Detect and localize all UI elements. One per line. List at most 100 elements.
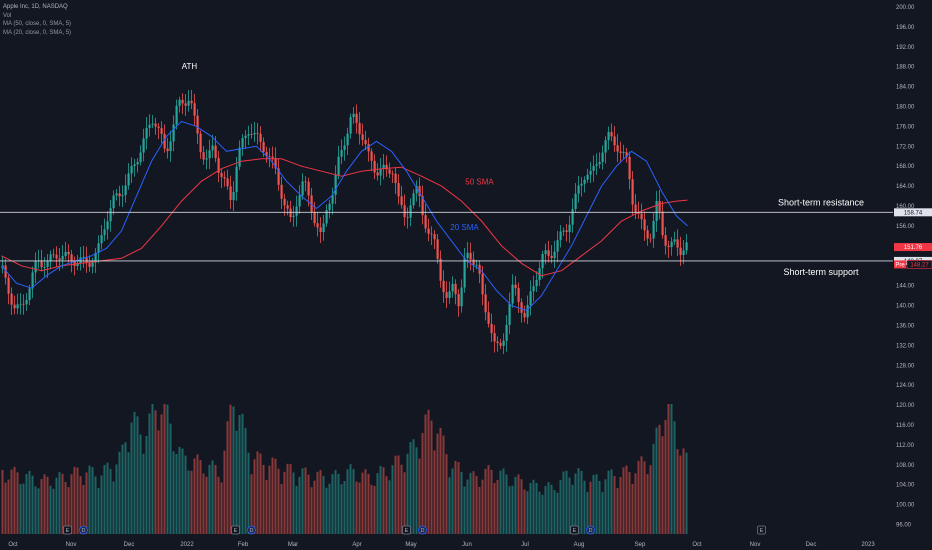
volume-bar: [316, 471, 319, 534]
volume-bar: [478, 486, 481, 534]
volume-bar: [301, 468, 304, 534]
time-tick-label: Mar: [288, 542, 298, 548]
time-tick-label: Oct: [692, 542, 702, 548]
volume-bar: [652, 443, 655, 534]
candle-body: [115, 193, 118, 196]
candle-body: [25, 300, 28, 305]
candle-body: [301, 181, 304, 196]
volume-bar: [112, 481, 115, 534]
volume-bar: [157, 430, 160, 534]
volume-bar: [193, 458, 196, 534]
candle-body: [229, 186, 232, 201]
volume-bar: [331, 474, 334, 534]
volume-bar: [388, 480, 391, 534]
event-marker-letter: D: [82, 528, 86, 534]
candle-body: [445, 292, 448, 298]
candle-body: [352, 113, 355, 118]
candle-body: [151, 123, 154, 125]
volume-bar: [151, 404, 154, 534]
candle-body: [406, 217, 409, 218]
candle-body: [664, 235, 667, 246]
candle-body: [508, 303, 511, 325]
legend-volume[interactable]: Vol: [3, 12, 12, 19]
candle-body: [385, 164, 388, 170]
volume-bar: [379, 466, 382, 534]
volume-bar: [352, 469, 355, 534]
price-tick-label: 124.00: [896, 383, 915, 389]
candle-body: [361, 134, 364, 141]
event-marker-letter: E: [66, 528, 70, 534]
pre-market-price-tag: [906, 260, 932, 269]
volume-bar: [199, 460, 202, 534]
volume-bar: [457, 462, 460, 534]
volume-bar: [505, 474, 508, 534]
volume-bar: [97, 487, 100, 534]
candle-body: [358, 122, 361, 135]
dividend-marker-icon: [418, 525, 427, 535]
volume-bar: [559, 479, 562, 534]
volume-bar: [250, 474, 253, 534]
volume-bar: [445, 454, 448, 534]
candle-body: [460, 287, 463, 307]
candle-body: [241, 138, 244, 148]
volume-bar: [598, 480, 601, 534]
candle-body: [136, 161, 139, 165]
candle-body: [490, 323, 493, 334]
candle-body: [685, 242, 688, 251]
candle-body: [112, 195, 115, 209]
candle-body: [523, 312, 526, 318]
volume-bar: [25, 474, 28, 534]
candle-body: [667, 245, 670, 248]
volume-bar: [616, 488, 619, 534]
time-tick-label: Dec: [806, 542, 817, 548]
candle-body: [277, 168, 280, 185]
volume-bar: [64, 481, 67, 534]
candle-body: [634, 204, 637, 213]
candle-body: [262, 141, 265, 152]
candle-body: [367, 144, 370, 152]
candle-body: [70, 254, 73, 262]
candle-body: [211, 145, 214, 151]
volume-bar: [37, 488, 40, 534]
volume-bar: [163, 404, 166, 534]
candle-body: [604, 140, 607, 153]
volume-bar: [580, 470, 583, 534]
candle-body: [82, 256, 85, 258]
volume-bar: [664, 419, 667, 534]
candle-body: [334, 175, 337, 195]
volume-bar: [481, 479, 484, 534]
candle-body: [10, 293, 13, 305]
legend-ma50[interactable]: MA (50, close, 0, SMA, 5): [3, 21, 72, 27]
legend-symbol-line[interactable]: Apple Inc, 1D, NASDAQ: [3, 4, 68, 10]
candle-body: [451, 283, 454, 292]
candle-body: [526, 305, 529, 318]
volume-bar: [247, 452, 250, 534]
candle-body: [160, 128, 163, 134]
volume-bar: [577, 468, 580, 534]
candle-body: [517, 288, 520, 303]
candle-body: [394, 173, 397, 184]
volume-bar: [205, 476, 208, 534]
volume-bar: [232, 406, 235, 534]
volume-bar: [487, 465, 490, 534]
volume-bar: [262, 464, 265, 534]
candle-body: [673, 239, 676, 242]
candle-body: [235, 166, 238, 193]
volume-bar: [298, 476, 301, 534]
volume-bar: [427, 409, 430, 534]
event-marker-letter: E: [234, 528, 238, 534]
candle-body: [610, 132, 613, 137]
candle-body: [682, 250, 685, 255]
candle-body: [520, 302, 523, 313]
candle-body: [601, 152, 604, 162]
volume-bar: [634, 473, 637, 534]
volume-bar: [562, 471, 565, 534]
volume-bar: [328, 483, 331, 534]
candle-body: [259, 133, 262, 142]
legend-ma20[interactable]: MA (20, close, 0, SMA, 5): [3, 29, 72, 36]
candle-body: [442, 280, 445, 293]
volume-bar: [10, 469, 13, 534]
volume-bar: [238, 415, 241, 534]
volume-bar: [529, 482, 532, 534]
